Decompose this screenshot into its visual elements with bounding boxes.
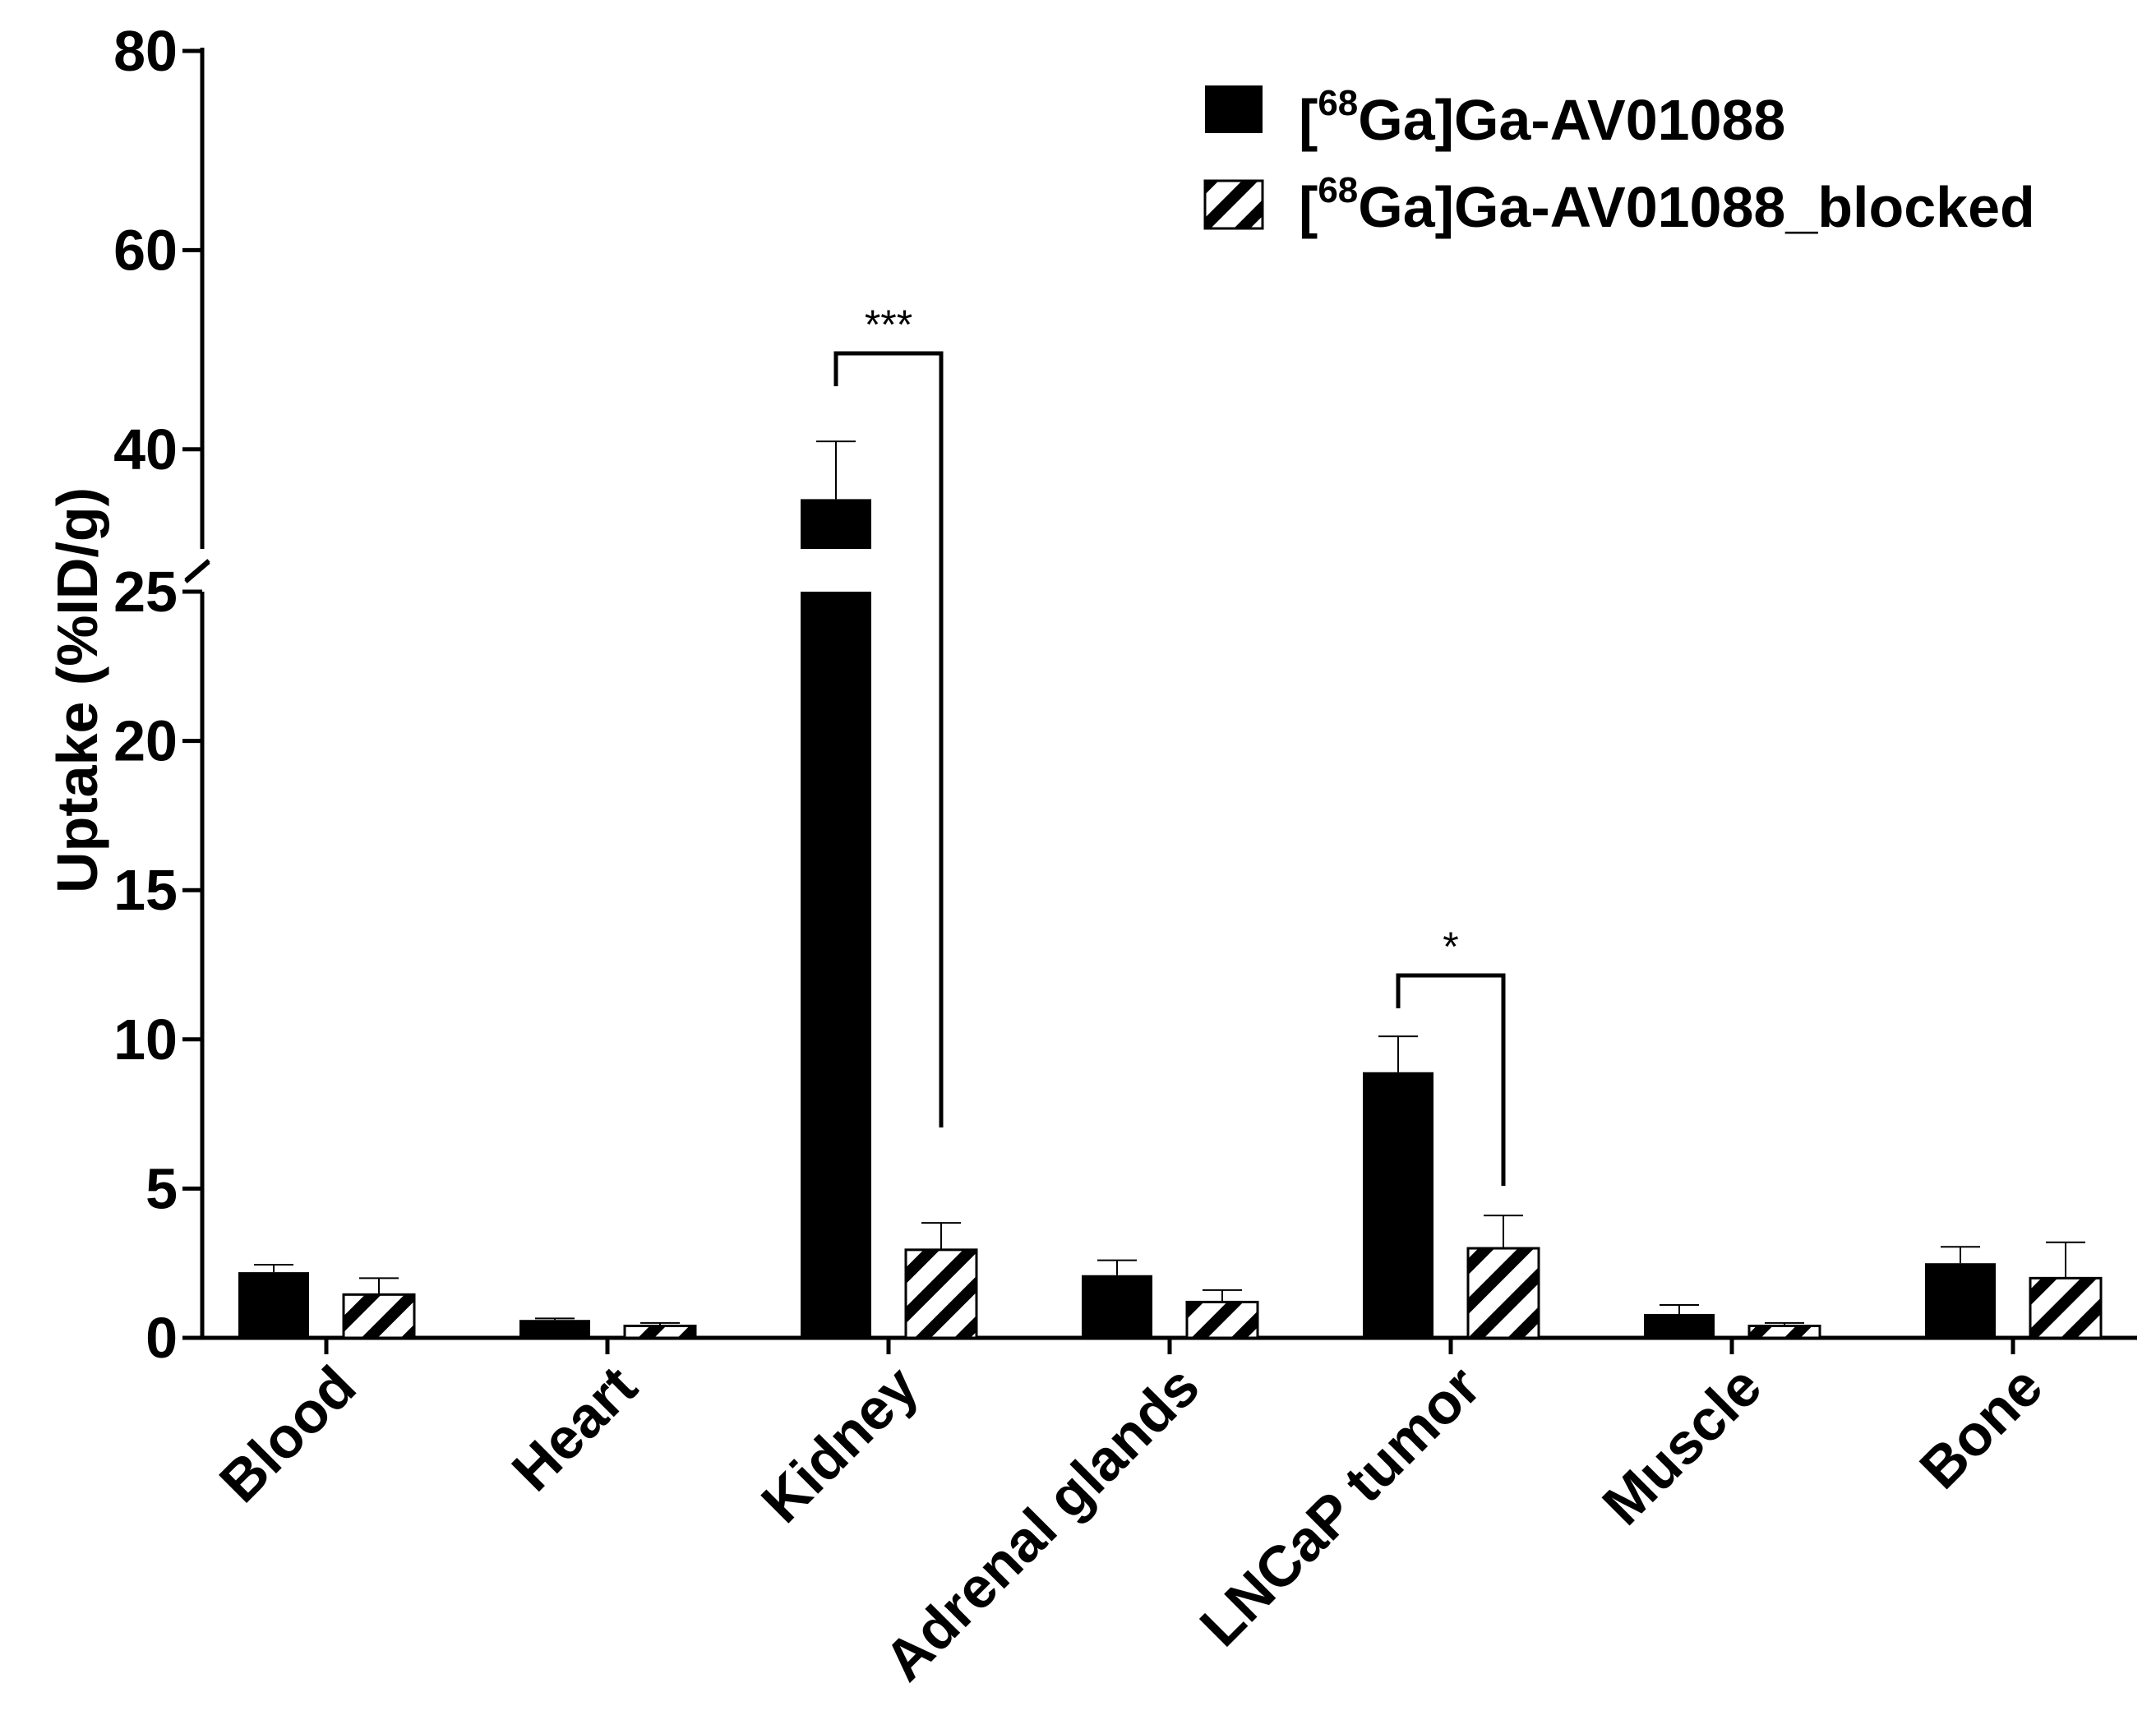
y-tick-label: 60	[113, 218, 178, 282]
y-tick-label: 20	[113, 709, 178, 773]
axis-break-mark	[184, 559, 210, 582]
error-bars	[254, 440, 2085, 1326]
bar-1-muscle	[1644, 1313, 1715, 1338]
significance-label: ***	[865, 302, 912, 348]
legend: [68Ga]Ga-AV01088 [68Ga]Ga-AV01088_blocke…	[1203, 83, 2035, 239]
y-tick-label: 40	[113, 417, 178, 482]
y-tick-label: 5	[145, 1156, 178, 1220]
y-tick-label: 10	[113, 1007, 178, 1072]
bar-1-lncap-tumor	[1363, 1072, 1433, 1338]
x-tick-label: Heart	[500, 1353, 649, 1503]
significance-annotations: ****	[833, 302, 1506, 1186]
bar-2-bone	[2029, 1276, 2103, 1339]
legend-label-series-1: [68Ga]Ga-AV01088	[1299, 83, 1785, 152]
y-axis-label: Uptake (%ID/g)	[45, 487, 109, 893]
bars	[238, 499, 2103, 1339]
bar-2-adrenal-glands	[1185, 1300, 1259, 1339]
x-tick-label: Blood	[207, 1353, 367, 1514]
y-tick-label: 80	[113, 19, 178, 83]
x-tick-label: LNCaP tumor	[1188, 1353, 1493, 1658]
x-tick-label: Bone	[1908, 1353, 2055, 1501]
significance-bracket	[1396, 973, 1506, 1186]
bar-2-lncap-tumor	[1466, 1247, 1540, 1339]
significance-label: *	[1443, 924, 1458, 970]
legend-label-series-2: [68Ga]Ga-AV01088_blocked	[1299, 170, 2035, 239]
y-tick-label: 15	[113, 858, 178, 922]
y-tick-label: 25	[113, 560, 178, 624]
bar-1-blood	[238, 1272, 309, 1338]
y-tick-label: 0	[145, 1306, 178, 1370]
significance-bracket	[833, 351, 944, 1127]
bar-1-kidney-upper	[801, 499, 871, 549]
bar-2-muscle	[1747, 1324, 1821, 1339]
bar-2-kidney	[904, 1248, 978, 1339]
bar-1-adrenal-glands	[1082, 1275, 1152, 1338]
bar-1-heart	[519, 1320, 590, 1338]
bar-2-heart	[623, 1324, 697, 1339]
legend-swatch-solid	[1205, 85, 1263, 133]
bar-1-kidney-lower	[801, 592, 871, 1338]
legend-swatch-hatched	[1203, 179, 1264, 230]
x-tick-label: Kidney	[749, 1353, 930, 1534]
bar-2-blood	[342, 1293, 416, 1339]
bar-1-bone	[1925, 1263, 1996, 1338]
x-tick-label: Muscle	[1590, 1353, 1774, 1537]
